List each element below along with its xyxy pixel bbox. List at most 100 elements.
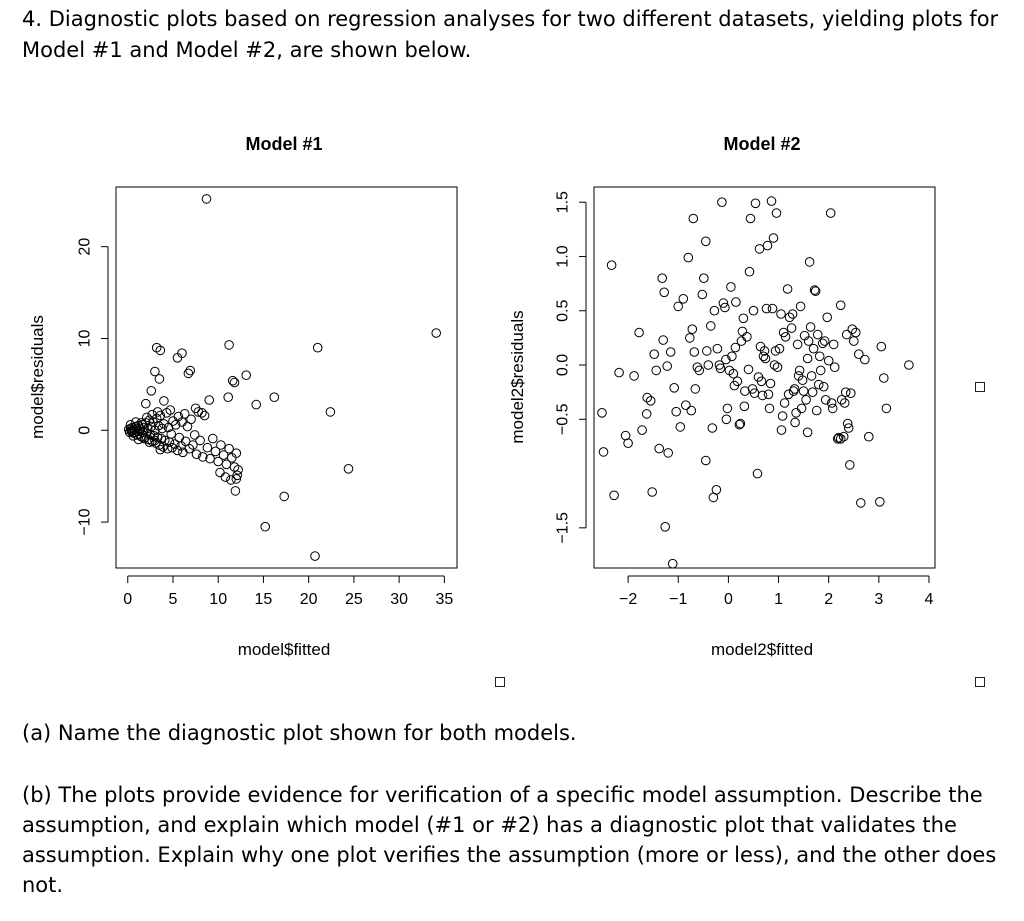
y-tick-label: 0.0 bbox=[555, 354, 572, 376]
data-point bbox=[133, 434, 144, 445]
data-point bbox=[745, 213, 756, 224]
data-point bbox=[743, 364, 754, 375]
data-point bbox=[213, 456, 223, 467]
data-point bbox=[139, 422, 149, 433]
data-point bbox=[721, 414, 732, 425]
data-point bbox=[825, 208, 836, 218]
data-point bbox=[125, 420, 136, 430]
data-point bbox=[147, 409, 157, 420]
data-point bbox=[654, 443, 665, 454]
data-point bbox=[686, 405, 697, 416]
data-point bbox=[856, 498, 866, 508]
data-point bbox=[183, 368, 194, 379]
data-point bbox=[165, 405, 176, 415]
data-point bbox=[177, 348, 187, 359]
data-point bbox=[798, 386, 809, 396]
model2-panel: Model #2 model2$fitted model2$residuals … bbox=[508, 134, 936, 659]
data-point bbox=[144, 437, 155, 448]
data-point bbox=[774, 343, 785, 354]
data-point bbox=[776, 425, 787, 435]
data-point bbox=[780, 332, 791, 342]
data-point bbox=[744, 266, 755, 277]
y-tick-label: 0 bbox=[77, 426, 94, 435]
data-point bbox=[141, 398, 151, 409]
data-point bbox=[849, 336, 859, 346]
data-point bbox=[717, 197, 727, 207]
data-point bbox=[662, 361, 673, 371]
data-point bbox=[814, 351, 825, 362]
x-tick-label: 1 bbox=[774, 591, 783, 608]
data-point bbox=[598, 447, 609, 457]
data-point bbox=[782, 284, 793, 294]
y-tick-label: 10 bbox=[77, 329, 94, 347]
data-point bbox=[687, 324, 698, 335]
data-point bbox=[756, 376, 767, 387]
data-point bbox=[159, 396, 169, 406]
data-point bbox=[216, 440, 226, 450]
data-point bbox=[739, 401, 750, 412]
data-point bbox=[757, 390, 768, 401]
x-tick-label: 30 bbox=[390, 591, 408, 608]
data-point bbox=[727, 351, 737, 362]
data-point bbox=[189, 430, 200, 440]
data-point bbox=[810, 286, 821, 297]
data-point bbox=[694, 365, 705, 376]
data-point bbox=[163, 422, 174, 433]
data-point bbox=[778, 327, 789, 338]
data-point bbox=[826, 398, 837, 408]
data-point bbox=[734, 419, 745, 430]
data-point bbox=[801, 395, 811, 405]
x-tick-label: 4 bbox=[925, 591, 934, 608]
data-point bbox=[195, 435, 205, 446]
data-point bbox=[786, 323, 797, 333]
data-point bbox=[154, 374, 165, 384]
data-point bbox=[720, 302, 730, 313]
data-point bbox=[186, 414, 196, 425]
data-point bbox=[842, 418, 853, 429]
data-point bbox=[747, 384, 758, 394]
data-point bbox=[343, 464, 354, 474]
data-point bbox=[818, 381, 829, 392]
data-point bbox=[845, 460, 855, 470]
y-tick-label: 0.5 bbox=[555, 300, 572, 322]
data-point bbox=[819, 336, 830, 346]
data-point bbox=[768, 233, 779, 243]
data-point bbox=[722, 403, 733, 414]
data-point bbox=[771, 208, 782, 218]
data-point bbox=[701, 236, 711, 247]
data-point bbox=[809, 285, 820, 295]
data-point bbox=[738, 313, 749, 324]
data-point bbox=[231, 448, 242, 459]
data-point bbox=[802, 353, 813, 364]
data-point bbox=[685, 333, 695, 343]
data-point bbox=[875, 497, 885, 507]
data-point bbox=[665, 347, 676, 357]
y-tick-label: −0.5 bbox=[555, 403, 572, 435]
data-point bbox=[139, 433, 149, 444]
data-point bbox=[840, 387, 851, 398]
data-point bbox=[763, 389, 774, 400]
data-point bbox=[606, 260, 617, 271]
data-point bbox=[229, 462, 240, 472]
data-point bbox=[835, 300, 846, 311]
data-point bbox=[146, 421, 157, 432]
data-point bbox=[702, 346, 712, 356]
data-point bbox=[202, 442, 213, 453]
data-point bbox=[829, 362, 840, 373]
data-point bbox=[792, 339, 803, 350]
data-point bbox=[817, 338, 828, 349]
data-point bbox=[215, 467, 225, 478]
data-point bbox=[649, 349, 660, 360]
data-point bbox=[201, 194, 212, 204]
data-point bbox=[623, 438, 633, 449]
data-point bbox=[802, 427, 813, 438]
data-point bbox=[673, 301, 684, 312]
data-point bbox=[794, 365, 805, 376]
data-point bbox=[860, 354, 870, 365]
data-point bbox=[767, 303, 778, 314]
data-point bbox=[179, 409, 190, 419]
data-point bbox=[230, 486, 241, 496]
data-point bbox=[136, 418, 147, 428]
data-point bbox=[805, 322, 816, 332]
